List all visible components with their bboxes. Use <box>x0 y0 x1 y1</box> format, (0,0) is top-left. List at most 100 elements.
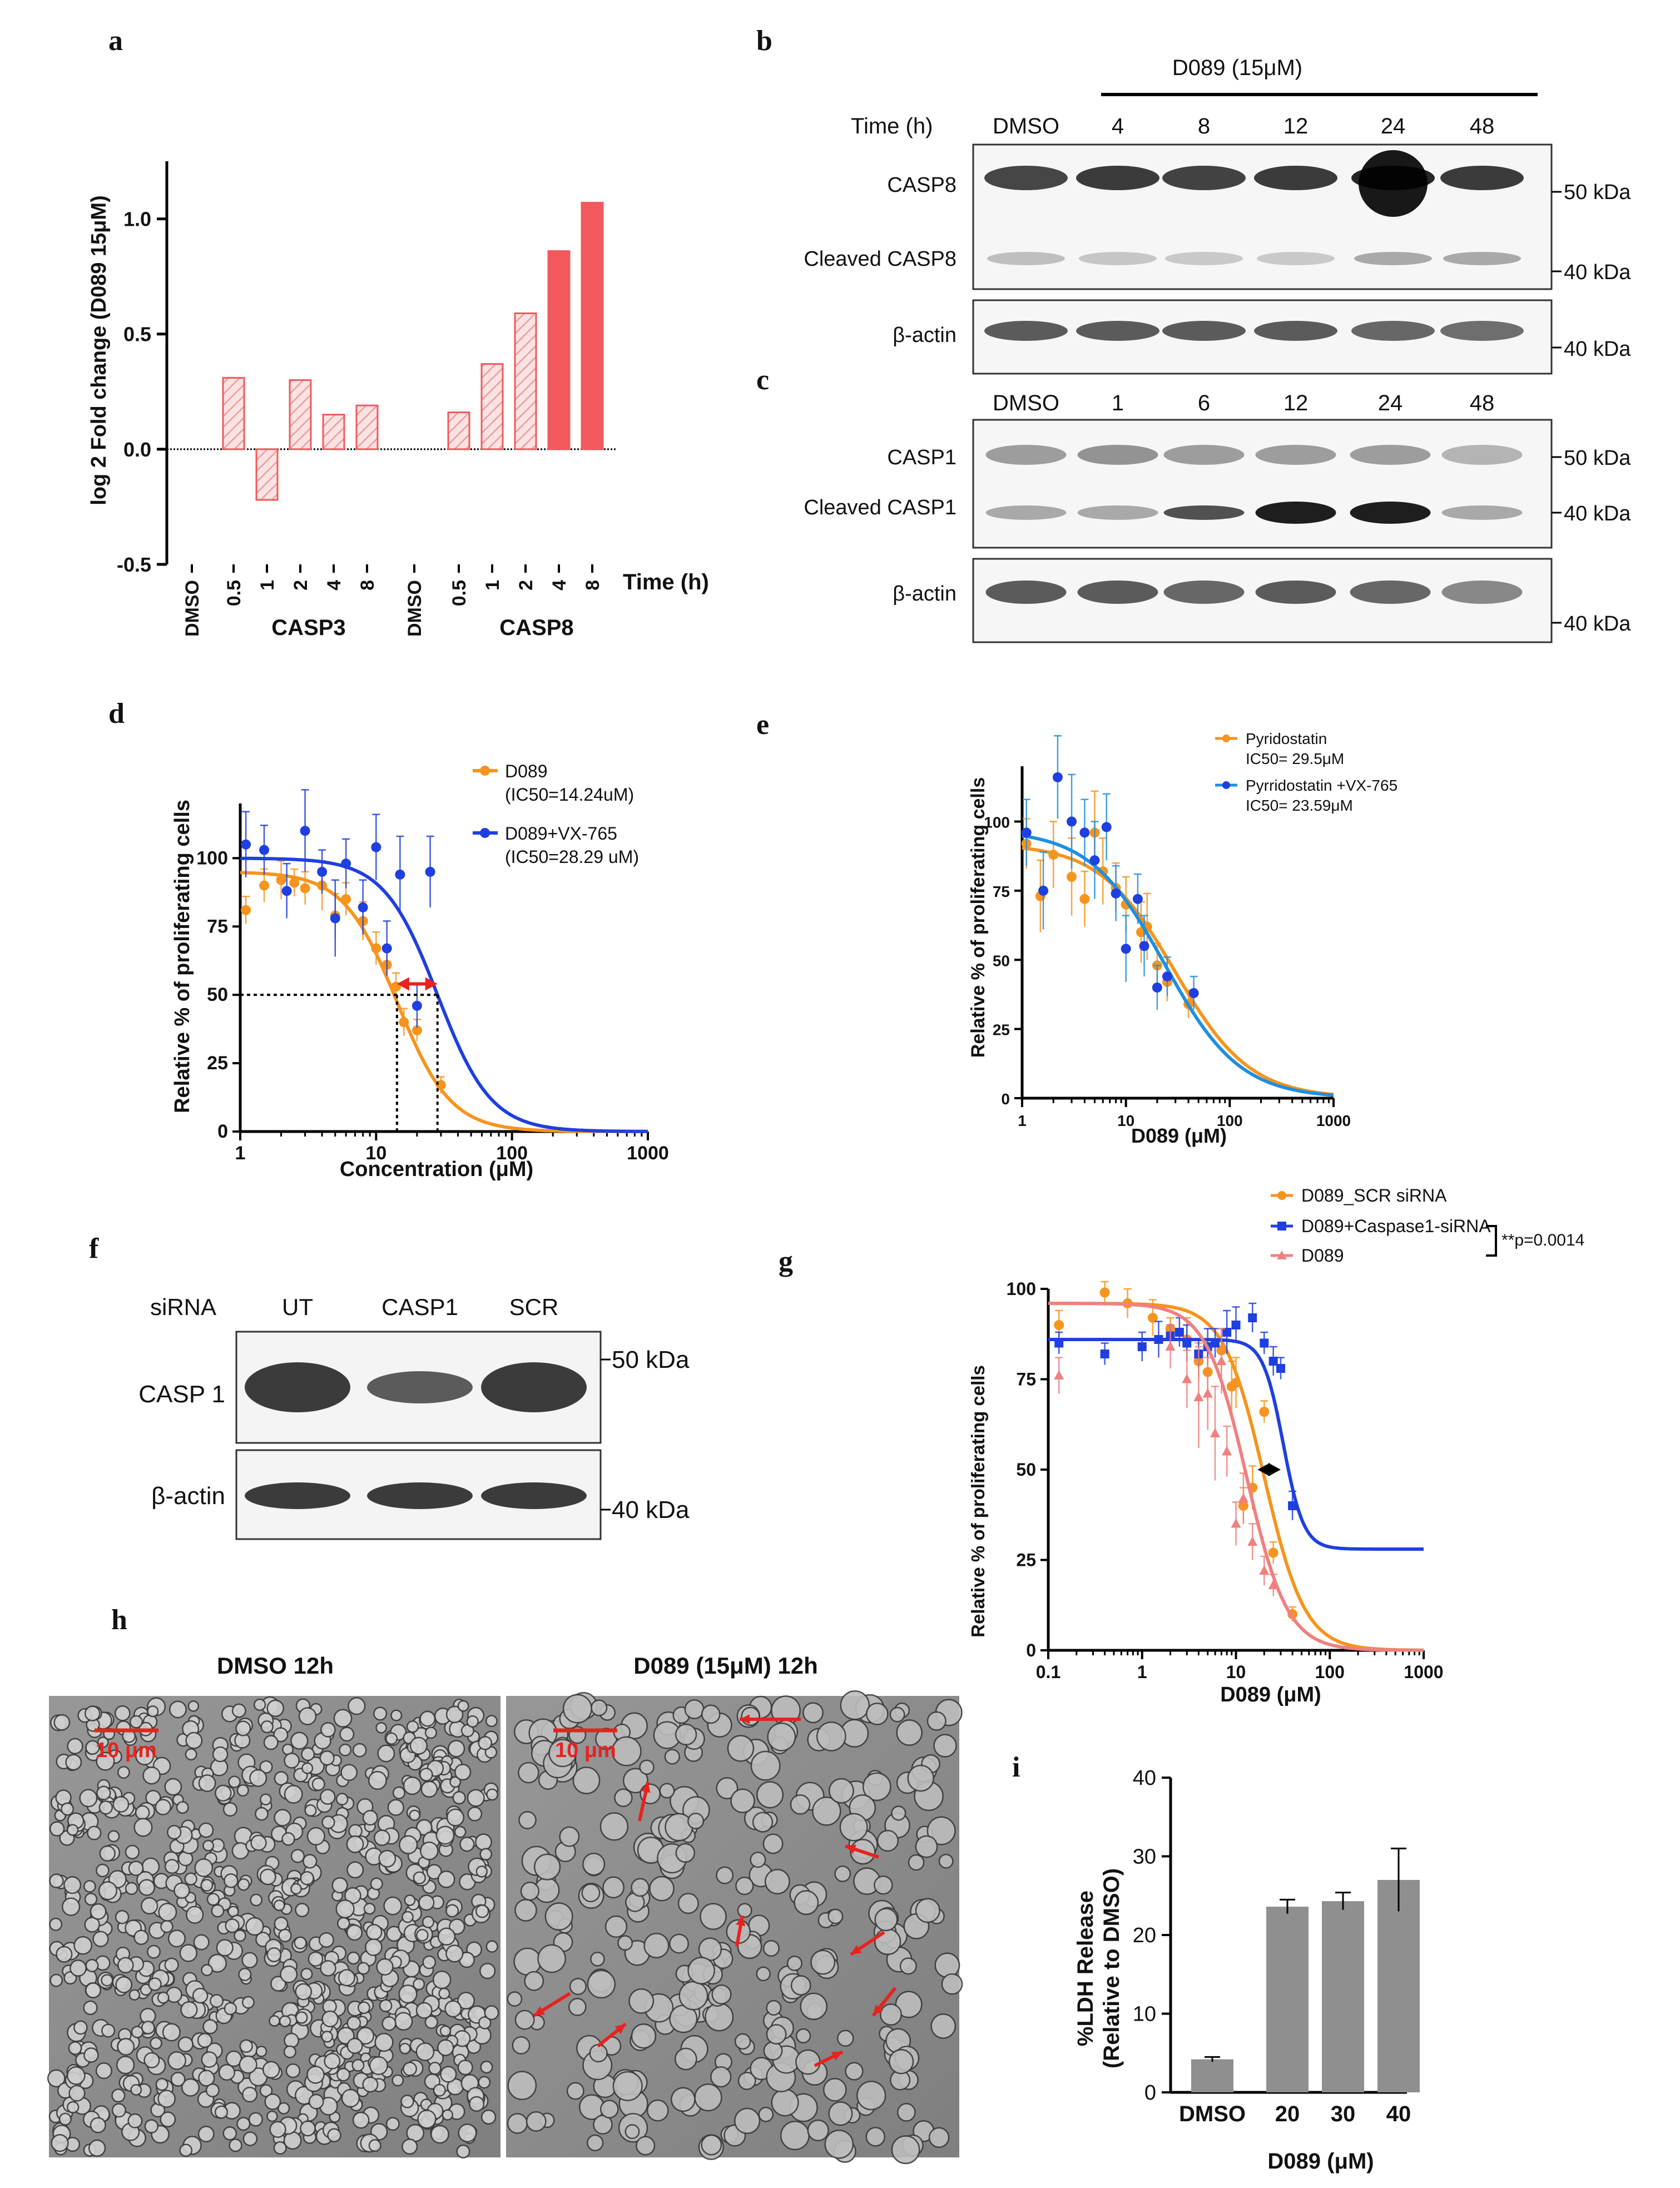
panel-h-cell-dmso <box>400 2095 414 2108</box>
panel-h-cell-d089 <box>915 1835 938 1858</box>
panel-g-point <box>1268 1357 1278 1366</box>
panel-h-cell-dmso <box>214 2105 229 2119</box>
panel-h-cell-d089 <box>856 2080 886 2111</box>
panel-h-arrowhead <box>831 2052 843 2061</box>
panel-b-lane-label: 12 <box>1283 114 1309 138</box>
panel-d-point <box>395 869 405 880</box>
panel-h-cell-dmso <box>215 1784 232 1802</box>
panel-h-cell-dmso <box>369 2056 388 2075</box>
panel-h-cell-dmso <box>417 2109 437 2129</box>
panel-h-cell-d089 <box>907 1764 934 1792</box>
panel-h-cell-d089 <box>705 2002 734 2032</box>
panel-g-point <box>1174 1328 1184 1337</box>
panel-g-point <box>1054 1370 1064 1380</box>
panel-h-cell-dmso <box>341 2088 360 2108</box>
panel-f-band-actin <box>245 1482 350 1509</box>
panel-h-cell-dmso <box>346 1861 364 1879</box>
panel-d-xtick-label: 1000 <box>627 1143 669 1164</box>
panel-i-bar <box>1191 2059 1233 2092</box>
panel-h-cell-dmso <box>68 2041 82 2055</box>
panel-i-ylabel-1: %LDH Release <box>1073 1891 1098 2046</box>
panel-h-cell-dmso <box>346 1835 364 1853</box>
panel-h-cell-dmso <box>304 1804 317 1817</box>
panel-h-cell-dmso <box>467 1789 485 1807</box>
panel-h-cell-dmso <box>439 2025 452 2037</box>
panel-b-band-actin <box>1162 321 1246 341</box>
panel-h-cell-d089 <box>631 1878 650 1897</box>
panel-h-cell-d089 <box>752 1812 774 1833</box>
panel-d-legend-d089-ic50: (IC50=14.24uM) <box>505 785 634 805</box>
panel-h-cell-dmso <box>468 2096 485 2112</box>
panel-h-cell-dmso <box>373 1706 388 1721</box>
panel-a-category-label: 1 <box>257 580 278 591</box>
panel-c-band-casp1 <box>1441 445 1523 465</box>
panel-a-bar <box>514 312 537 450</box>
panel-h-cell-dmso <box>73 2020 88 2035</box>
panel-g-point <box>1099 1287 1110 1298</box>
panel-h-cell-dmso <box>83 2000 98 2016</box>
panel-h-arrowhead <box>740 1714 750 1724</box>
panel-c: c DMSO 1 6 12 24 48 CASP1 Cleaved CASP1 β-act… <box>756 364 1631 643</box>
panel-h-cell-dmso <box>357 2001 370 2015</box>
panel-h-cell-dmso <box>445 1904 459 1918</box>
panel-h-cell-d089 <box>514 2010 535 2030</box>
panel-h-cell-dmso <box>300 2120 316 2137</box>
panel-b-band-actin <box>1440 321 1524 341</box>
panel-h-cell-dmso <box>169 1700 187 1719</box>
panel-h-cell-dmso <box>162 2023 181 2042</box>
panel-g-legend-d089: D089 <box>1301 1246 1344 1266</box>
panel-h-cell-dmso <box>413 1871 426 1884</box>
panel-c-band-actin <box>1163 581 1245 604</box>
panel-h-cell-dmso <box>415 2002 433 2019</box>
panel-h-cell-dmso <box>147 1705 159 1718</box>
panel-h-cell-dmso <box>295 1983 313 2001</box>
panel-h-cell-d089 <box>756 1966 771 1982</box>
panel-c-row-casp1: CASP1 <box>887 446 957 469</box>
panel-h-cell-d089 <box>701 2134 722 2156</box>
panel-i-category-label: 40 <box>1386 2102 1411 2126</box>
panel-h-cell-dmso <box>133 1929 149 1945</box>
panel-h-cell-d089 <box>669 1933 689 1954</box>
panel-h-cell-d089 <box>810 1949 836 1975</box>
panel-h-cell-d089 <box>938 1853 954 1869</box>
panel-h-cell-dmso <box>403 2061 417 2076</box>
panel-h-cell-dmso <box>403 1776 422 1795</box>
panel-h-cell-d089 <box>734 2107 761 2134</box>
panel-d-point <box>371 943 381 954</box>
panel-h-cell-dmso <box>135 1805 150 1820</box>
panel-g-ytick-label: 50 <box>1016 1460 1036 1480</box>
panel-h-cell-d089 <box>874 1908 898 1932</box>
panel-h-cell-dmso <box>129 1715 143 1729</box>
panel-i: i %LDH Release (Relative to DMSO) D089 (… <box>1012 1752 1420 2174</box>
panel-h-cell-dmso <box>58 2112 72 2126</box>
panel-h-cell-dmso <box>117 2038 135 2056</box>
panel-h-cell-dmso <box>117 1957 134 1974</box>
panel-c-band-actin <box>1441 581 1523 604</box>
panel-h-cell-dmso <box>194 1858 214 1877</box>
panel-h-cell-d089 <box>941 1973 963 1995</box>
panel-c-band-actin <box>985 581 1067 604</box>
panel-h-cell-dmso <box>340 1764 358 1782</box>
panel-h-cell-dmso <box>321 2031 333 2043</box>
panel-b-lane-labels: DMSO 4 8 12 24 48 <box>993 114 1494 138</box>
panel-h-cell-dmso <box>266 1699 284 1717</box>
panel-h-cell-d089 <box>766 2000 782 2016</box>
panel-h-cell-d089 <box>888 2048 914 2075</box>
panel-h-cell-d089 <box>520 1882 540 1901</box>
panel-h-cell-dmso <box>336 2067 350 2082</box>
panel-h-cell-dmso <box>68 2085 86 2102</box>
panel-h-cell-dmso <box>248 2112 263 2127</box>
panel-h-cell-dmso <box>480 2109 497 2125</box>
panel-d-shift-arrow-right <box>425 977 438 991</box>
panel-h-cell-d089 <box>790 1794 811 1815</box>
panel-h-cell-d089 <box>572 1767 601 1794</box>
panel-a-bar <box>581 202 604 450</box>
panel-h-cell-dmso <box>222 1802 237 1817</box>
panel-g-xtick-label: 1 <box>1137 1662 1147 1682</box>
panel-h-cell-d089 <box>716 1777 739 1799</box>
panel-h-cell-dmso <box>449 1918 465 1935</box>
panel-h-scale-label-d089: 10 μm <box>555 1739 616 1762</box>
panel-g-xlabel: D089 (μM) <box>1220 1683 1321 1706</box>
panel-h-cell-dmso <box>238 1967 252 1981</box>
panel-h-cell-dmso <box>107 1830 120 1843</box>
